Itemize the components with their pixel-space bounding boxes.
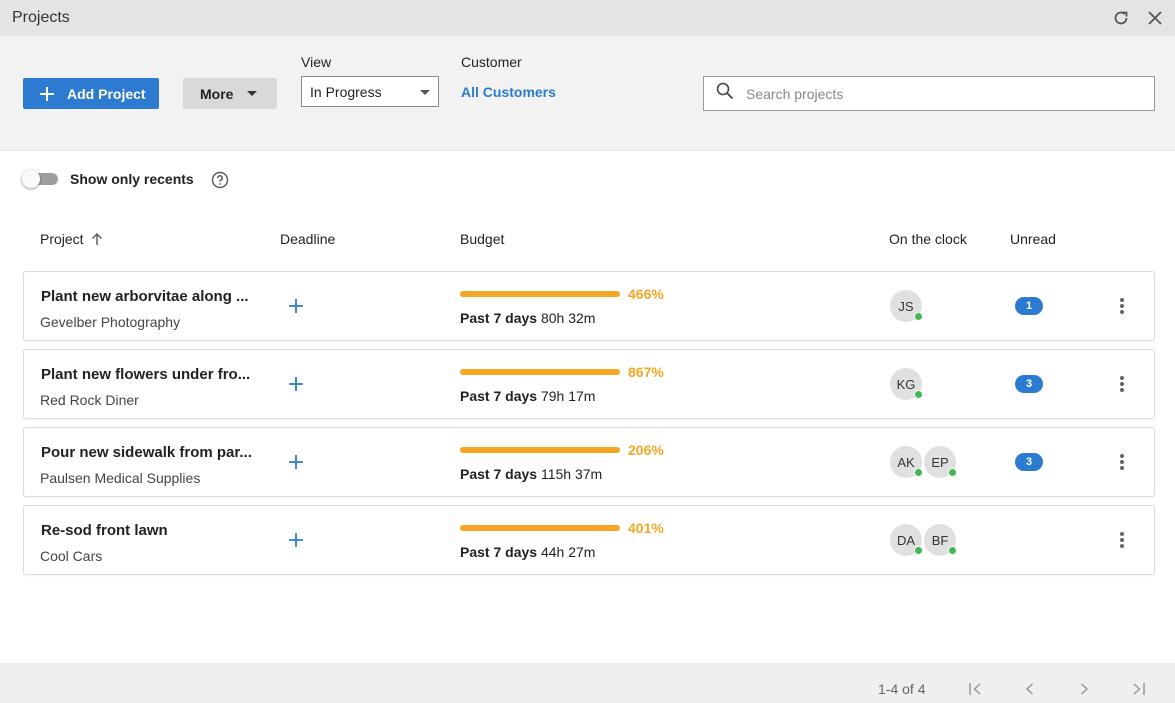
recents-filter: Show only recents [22, 170, 194, 188]
add-deadline-icon[interactable] [287, 375, 305, 393]
customer-name: Red Rock Diner [40, 392, 139, 408]
online-indicator [948, 546, 957, 555]
add-project-button[interactable]: Add Project [23, 78, 159, 109]
avatar[interactable]: AK [890, 446, 923, 478]
avatar[interactable]: DA [890, 524, 923, 556]
budget-percent: 206% [628, 442, 664, 458]
recents-label: Show only recents [70, 171, 194, 187]
column-header-project-label: Project [40, 231, 84, 247]
customer-label: Customer [461, 54, 522, 70]
row-menu-icon[interactable] [1116, 530, 1128, 550]
online-indicator [914, 390, 923, 399]
time-past-7-days: Past 7 days 44h 27m [460, 544, 596, 560]
column-header-deadline: Deadline [280, 231, 336, 247]
time-past-7-days: Past 7 days 115h 37m [460, 466, 603, 482]
pagination-footer: 1-4 of 4 [0, 663, 1175, 703]
budget-bar [460, 525, 620, 531]
online-indicator [914, 468, 923, 477]
previous-page-icon[interactable] [1018, 679, 1042, 699]
row-menu-icon[interactable] [1116, 296, 1128, 316]
view-select[interactable]: In Progress [301, 76, 439, 107]
plus-icon [39, 86, 55, 102]
avatar[interactable]: BF [924, 524, 957, 556]
project-name[interactable]: Pour new sidewalk from par... [41, 444, 252, 461]
online-indicator [914, 312, 923, 321]
avatar[interactable]: JS [890, 290, 923, 322]
window-titlebar: Projects [0, 0, 1175, 36]
toolbar: Add Project More View In Progress Custom… [0, 36, 1175, 151]
on-the-clock-avatars: DA BF [890, 524, 957, 556]
unread-badge: 3 [1015, 375, 1043, 393]
avatar[interactable]: EP [924, 446, 957, 478]
time-past-7-days: Past 7 days 80h 32m [460, 310, 596, 326]
first-page-icon[interactable] [964, 679, 988, 699]
caret-down-icon [247, 91, 257, 96]
view-select-value: In Progress [310, 83, 382, 100]
project-row[interactable]: Plant new arborvitae along ... Gevelber … [23, 271, 1155, 341]
search-icon [716, 82, 734, 105]
customer-name: Cool Cars [40, 548, 103, 564]
column-header-on-the-clock: On the clock [889, 231, 967, 247]
time-past-7-days: Past 7 days 79h 17m [460, 388, 596, 404]
budget-bar [460, 291, 620, 297]
add-project-label: Add Project [67, 85, 146, 102]
project-name[interactable]: Plant new arborvitae along ... [41, 288, 249, 305]
search-input[interactable] [746, 85, 1126, 102]
search-box [703, 76, 1155, 111]
sort-ascending-icon [91, 232, 103, 249]
pagination-range: 1-4 of 4 [878, 681, 926, 697]
on-the-clock-avatars: JS [890, 290, 923, 322]
recents-toggle[interactable] [22, 170, 58, 188]
on-the-clock-avatars: KG [890, 368, 923, 400]
column-header-budget: Budget [460, 231, 505, 247]
view-label: View [301, 54, 332, 70]
project-row[interactable]: Plant new flowers under fro... Red Rock … [23, 349, 1155, 419]
budget-percent: 867% [628, 364, 664, 380]
customer-name: Paulsen Medical Supplies [40, 470, 201, 486]
budget-bar [460, 447, 620, 453]
more-label: More [200, 85, 234, 102]
customer-name: Gevelber Photography [40, 314, 181, 330]
project-row[interactable]: Pour new sidewalk from par... Paulsen Me… [23, 427, 1155, 497]
online-indicator [914, 546, 923, 555]
help-icon[interactable] [211, 171, 229, 189]
last-page-icon[interactable] [1126, 679, 1150, 699]
unread-badge: 3 [1015, 453, 1043, 471]
row-menu-icon[interactable] [1116, 374, 1128, 394]
refresh-icon[interactable] [1109, 6, 1133, 30]
budget-percent: 466% [628, 286, 664, 302]
project-row[interactable]: Re-sod front lawn Cool Cars 401% Past 7 … [23, 505, 1155, 575]
add-deadline-icon[interactable] [287, 297, 305, 315]
close-icon[interactable] [1143, 6, 1167, 30]
column-header-project[interactable]: Project [40, 231, 103, 249]
caret-down-icon [420, 90, 430, 95]
unread-badge: 1 [1015, 297, 1043, 315]
more-button[interactable]: More [183, 78, 277, 109]
row-menu-icon[interactable] [1116, 452, 1128, 472]
on-the-clock-avatars: AK EP [890, 446, 957, 478]
add-deadline-icon[interactable] [287, 453, 305, 471]
avatar[interactable]: KG [890, 368, 923, 400]
project-name[interactable]: Plant new flowers under fro... [41, 366, 251, 383]
customer-filter-link[interactable]: All Customers [461, 84, 556, 100]
column-header-unread: Unread [1010, 231, 1056, 247]
project-name[interactable]: Re-sod front lawn [41, 522, 168, 539]
window-title: Projects [12, 9, 70, 26]
next-page-icon[interactable] [1072, 679, 1096, 699]
online-indicator [948, 468, 957, 477]
budget-bar [460, 369, 620, 375]
add-deadline-icon[interactable] [287, 531, 305, 549]
budget-percent: 401% [628, 520, 664, 536]
